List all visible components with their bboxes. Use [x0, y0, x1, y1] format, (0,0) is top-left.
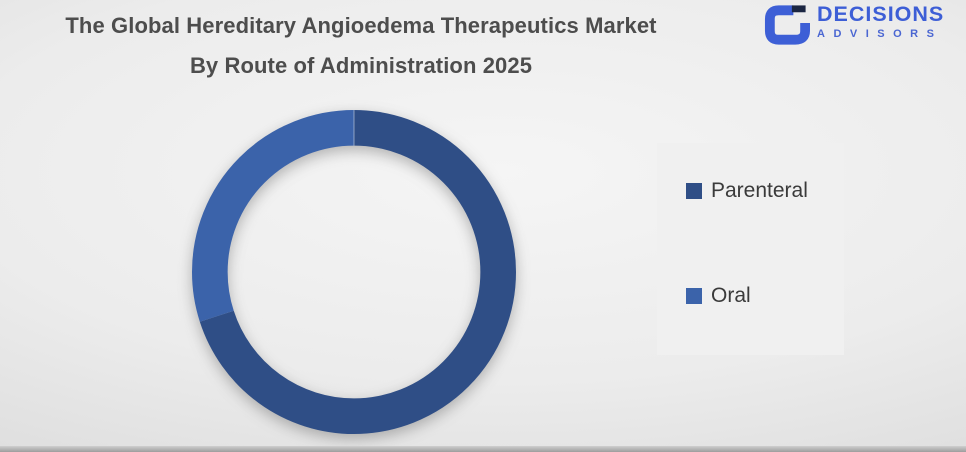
logo-text: DECISIONS ADVISORS	[817, 3, 944, 41]
logo-g-icon	[763, 3, 810, 52]
legend-label-parenteral: Parenteral	[711, 179, 808, 202]
decisions-advisors-logo: DECISIONS ADVISORS	[763, 3, 944, 52]
chart-title-line2: By Route of Administration 2025	[189, 53, 533, 78]
donut-chart	[192, 110, 516, 434]
logo-name: DECISIONS	[817, 2, 945, 26]
legend-swatch-parenteral	[686, 183, 702, 199]
donut-chart-svg	[192, 110, 516, 434]
chart-title: The Global Hereditary Angioedema Therape…	[0, 6, 722, 86]
donut-segment-oral	[192, 110, 516, 434]
legend-item-oral: Oral	[686, 285, 751, 307]
legend-item-parenteral: Parenteral	[686, 180, 808, 202]
chart-title-line1: The Global Hereditary Angioedema Therape…	[65, 13, 657, 38]
legend-swatch-oral	[686, 288, 702, 304]
slide-bottom-edge	[0, 446, 966, 452]
legend-panel: Parenteral Oral	[657, 143, 844, 355]
legend-label-oral: Oral	[711, 284, 751, 307]
logo-subname: ADVISORS	[817, 28, 943, 40]
